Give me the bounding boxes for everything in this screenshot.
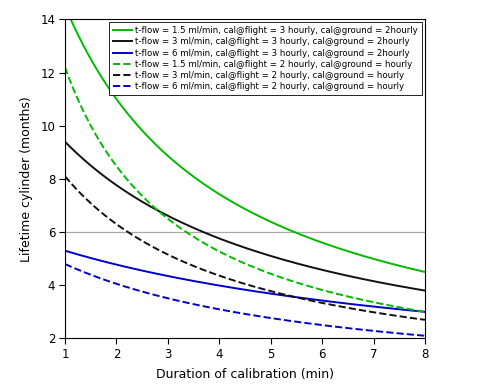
t-flow = 3 ml/min, cal@flight = 2 hourly, cal@ground = hourly <box>233 279 239 284</box>
t-flow = 3 ml/min, cal@flight = 3 hourly, cal@ground = 2hourly <box>422 288 428 293</box>
t-flow = 3 ml/min, cal@flight = 2 hourly, cal@ground = hourly <box>62 174 68 179</box>
t-flow = 6 ml/min, cal@flight = 3 hourly, cal@ground = 2hourly <box>357 303 363 307</box>
t-flow = 1.5 ml/min, cal@flight = 2 hourly, cal@ground = hourly <box>233 257 239 262</box>
Line: t-flow = 1.5 ml/min, cal@flight = 2 hourly, cal@ground = hourly: t-flow = 1.5 ml/min, cal@flight = 2 hour… <box>65 67 425 312</box>
Y-axis label: Lifetime cylinder (months): Lifetime cylinder (months) <box>20 96 34 262</box>
t-flow = 6 ml/min, cal@flight = 2 hourly, cal@ground = hourly <box>276 317 282 322</box>
t-flow = 6 ml/min, cal@flight = 2 hourly, cal@ground = hourly <box>233 310 239 315</box>
t-flow = 3 ml/min, cal@flight = 3 hourly, cal@ground = 2hourly <box>414 287 420 291</box>
t-flow = 6 ml/min, cal@flight = 2 hourly, cal@ground = hourly <box>257 314 263 319</box>
t-flow = 3 ml/min, cal@flight = 2 hourly, cal@ground = hourly <box>235 280 241 284</box>
t-flow = 1.5 ml/min, cal@flight = 2 hourly, cal@ground = hourly <box>357 297 363 301</box>
t-flow = 1.5 ml/min, cal@flight = 2 hourly, cal@ground = hourly <box>62 65 68 70</box>
Line: t-flow = 6 ml/min, cal@flight = 3 hourly, cal@ground = 2hourly: t-flow = 6 ml/min, cal@flight = 3 hourly… <box>65 251 425 312</box>
Line: t-flow = 3 ml/min, cal@flight = 2 hourly, cal@ground = hourly: t-flow = 3 ml/min, cal@flight = 2 hourly… <box>65 176 425 320</box>
t-flow = 6 ml/min, cal@flight = 3 hourly, cal@ground = 2hourly <box>257 290 263 294</box>
Line: t-flow = 3 ml/min, cal@flight = 3 hourly, cal@ground = 2hourly: t-flow = 3 ml/min, cal@flight = 3 hourly… <box>65 142 425 291</box>
t-flow = 3 ml/min, cal@flight = 3 hourly, cal@ground = 2hourly <box>276 256 282 261</box>
X-axis label: Duration of calibration (min): Duration of calibration (min) <box>156 368 334 381</box>
t-flow = 3 ml/min, cal@flight = 2 hourly, cal@ground = hourly <box>276 291 282 296</box>
t-flow = 3 ml/min, cal@flight = 2 hourly, cal@ground = hourly <box>357 308 363 312</box>
Line: t-flow = 1.5 ml/min, cal@flight = 3 hourly, cal@ground = 2hourly: t-flow = 1.5 ml/min, cal@flight = 3 hour… <box>65 6 425 272</box>
t-flow = 1.5 ml/min, cal@flight = 3 hourly, cal@ground = 2hourly <box>422 270 428 274</box>
t-flow = 1.5 ml/min, cal@flight = 3 hourly, cal@ground = 2hourly <box>276 223 282 228</box>
t-flow = 1.5 ml/min, cal@flight = 3 hourly, cal@ground = 2hourly <box>235 203 241 208</box>
t-flow = 6 ml/min, cal@flight = 3 hourly, cal@ground = 2hourly <box>233 286 239 291</box>
Legend: t-flow = 1.5 ml/min, cal@flight = 3 hourly, cal@ground = 2hourly, t-flow = 3 ml/: t-flow = 1.5 ml/min, cal@flight = 3 hour… <box>108 22 422 95</box>
t-flow = 6 ml/min, cal@flight = 2 hourly, cal@ground = hourly <box>357 327 363 332</box>
t-flow = 1.5 ml/min, cal@flight = 3 hourly, cal@ground = 2hourly <box>257 214 263 219</box>
t-flow = 6 ml/min, cal@flight = 3 hourly, cal@ground = 2hourly <box>422 310 428 314</box>
t-flow = 1.5 ml/min, cal@flight = 2 hourly, cal@ground = hourly <box>422 310 428 314</box>
t-flow = 6 ml/min, cal@flight = 3 hourly, cal@ground = 2hourly <box>414 309 420 314</box>
t-flow = 3 ml/min, cal@flight = 3 hourly, cal@ground = 2hourly <box>235 243 241 248</box>
t-flow = 6 ml/min, cal@flight = 2 hourly, cal@ground = hourly <box>422 333 428 338</box>
t-flow = 1.5 ml/min, cal@flight = 2 hourly, cal@ground = hourly <box>235 258 241 263</box>
t-flow = 6 ml/min, cal@flight = 3 hourly, cal@ground = 2hourly <box>235 286 241 291</box>
t-flow = 1.5 ml/min, cal@flight = 3 hourly, cal@ground = 2hourly <box>357 252 363 257</box>
t-flow = 1.5 ml/min, cal@flight = 2 hourly, cal@ground = hourly <box>414 308 420 313</box>
t-flow = 3 ml/min, cal@flight = 2 hourly, cal@ground = hourly <box>257 286 263 291</box>
t-flow = 6 ml/min, cal@flight = 3 hourly, cal@ground = 2hourly <box>276 293 282 297</box>
t-flow = 3 ml/min, cal@flight = 3 hourly, cal@ground = 2hourly <box>257 250 263 255</box>
Line: t-flow = 6 ml/min, cal@flight = 2 hourly, cal@ground = hourly: t-flow = 6 ml/min, cal@flight = 2 hourly… <box>65 264 425 336</box>
t-flow = 1.5 ml/min, cal@flight = 3 hourly, cal@ground = 2hourly <box>62 4 68 9</box>
t-flow = 6 ml/min, cal@flight = 3 hourly, cal@ground = 2hourly <box>62 248 68 253</box>
t-flow = 1.5 ml/min, cal@flight = 2 hourly, cal@ground = hourly <box>257 267 263 272</box>
t-flow = 3 ml/min, cal@flight = 3 hourly, cal@ground = 2hourly <box>62 139 68 144</box>
t-flow = 1.5 ml/min, cal@flight = 2 hourly, cal@ground = hourly <box>276 275 282 279</box>
t-flow = 1.5 ml/min, cal@flight = 3 hourly, cal@ground = 2hourly <box>233 202 239 207</box>
t-flow = 6 ml/min, cal@flight = 2 hourly, cal@ground = hourly <box>414 333 420 337</box>
t-flow = 3 ml/min, cal@flight = 3 hourly, cal@ground = 2hourly <box>357 276 363 281</box>
t-flow = 3 ml/min, cal@flight = 2 hourly, cal@ground = hourly <box>414 316 420 321</box>
t-flow = 6 ml/min, cal@flight = 2 hourly, cal@ground = hourly <box>235 310 241 315</box>
t-flow = 1.5 ml/min, cal@flight = 3 hourly, cal@ground = 2hourly <box>414 268 420 272</box>
t-flow = 3 ml/min, cal@flight = 2 hourly, cal@ground = hourly <box>422 317 428 322</box>
t-flow = 6 ml/min, cal@flight = 2 hourly, cal@ground = hourly <box>62 262 68 266</box>
t-flow = 3 ml/min, cal@flight = 3 hourly, cal@ground = 2hourly <box>233 242 239 247</box>
